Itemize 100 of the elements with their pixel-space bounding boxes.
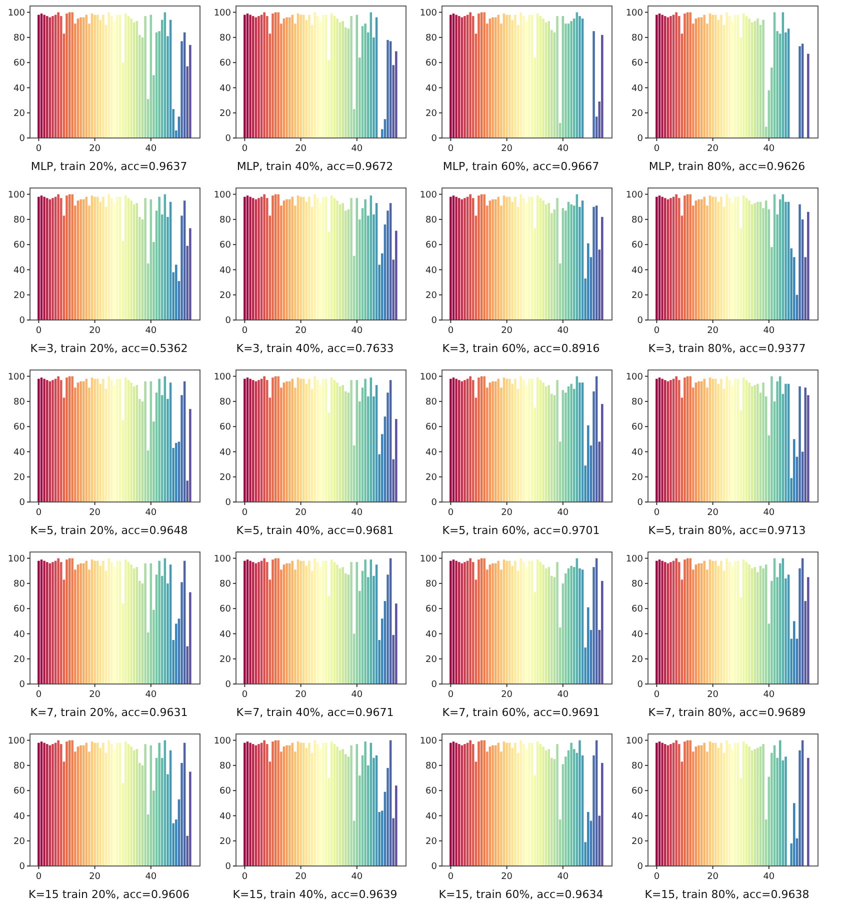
bar (726, 376, 728, 502)
x-tick-label: 20 (707, 508, 719, 518)
bar (364, 24, 366, 138)
bar (263, 558, 266, 684)
x-tick-label: 0 (36, 326, 42, 336)
x-tick-label: 0 (36, 690, 42, 700)
y-tick-label: 0 (431, 498, 438, 508)
x-axis-title: K=15 train 20%, acc=0.9606 (28, 888, 190, 901)
y-tick-label: 60 (426, 240, 438, 251)
bar (570, 204, 572, 320)
bar (684, 742, 686, 866)
bar (130, 18, 132, 138)
bar (350, 745, 352, 866)
bar (144, 198, 146, 320)
bar (564, 756, 567, 866)
bar (94, 742, 96, 866)
bar (336, 564, 338, 684)
x-axis-title: K=15, train 60%, acc=0.9634 (438, 888, 604, 901)
bar (286, 199, 288, 320)
y-tick-label: 60 (220, 58, 232, 69)
bar (656, 742, 658, 866)
bar (483, 376, 486, 502)
bar (314, 558, 316, 684)
bar (506, 378, 508, 502)
x-tick-label: 40 (145, 144, 157, 154)
x-tick-label: 20 (89, 508, 101, 518)
bar (542, 382, 544, 502)
y-tick-label: 20 (220, 473, 232, 484)
bar (80, 199, 82, 320)
bar (455, 560, 458, 684)
bar (661, 196, 664, 320)
bar (52, 562, 54, 684)
bar (564, 210, 567, 320)
y-tick-label: 40 (220, 630, 232, 640)
bar (130, 746, 132, 866)
y-tick-label: 80 (14, 398, 26, 408)
bar (308, 742, 310, 866)
bar (779, 376, 782, 502)
y-tick-label: 20 (426, 109, 438, 120)
bar (277, 558, 280, 684)
bar (116, 742, 118, 866)
bar (395, 419, 398, 502)
bar (689, 376, 692, 502)
y-tick-label: 100 (214, 190, 232, 200)
bar (102, 14, 104, 138)
bar (189, 44, 192, 138)
bar (728, 744, 731, 866)
bar (675, 376, 678, 502)
bar (175, 264, 178, 320)
y-tick-label: 80 (632, 216, 644, 226)
bar (258, 380, 260, 502)
bar (144, 16, 146, 138)
bar (314, 194, 316, 320)
bar (286, 17, 288, 138)
bar (455, 742, 458, 866)
y-tick-label: 0 (19, 134, 26, 144)
bar (258, 562, 260, 684)
bar (678, 380, 680, 502)
bar (330, 378, 333, 502)
bar (350, 380, 352, 502)
y-tick-label: 60 (14, 786, 26, 797)
bar (570, 21, 572, 138)
bar (528, 742, 530, 866)
y-tick-label: 60 (220, 422, 232, 433)
y-tick-label: 60 (426, 422, 438, 433)
y-tick-label: 100 (214, 8, 232, 18)
bar (244, 560, 246, 684)
y-tick-label: 100 (8, 372, 26, 382)
x-axis-title: K=5, train 40%, acc=0.9681 (236, 524, 394, 537)
bar (244, 742, 246, 866)
bar (108, 194, 110, 320)
bar (726, 558, 728, 684)
bar (450, 378, 452, 502)
bar (689, 558, 692, 684)
bar (66, 560, 68, 684)
y-tick-label: 60 (14, 240, 26, 251)
y-tick-label: 80 (220, 398, 232, 408)
x-tick-label: 0 (448, 690, 454, 700)
bar (684, 14, 686, 138)
y-tick-label: 40 (14, 812, 26, 822)
bar (570, 566, 572, 684)
bar (592, 206, 595, 320)
bar (189, 408, 192, 502)
bar (80, 17, 82, 138)
x-tick-label: 0 (242, 872, 248, 882)
x-axis-title: K=5, train 20%, acc=0.9648 (30, 524, 188, 537)
bar (110, 16, 113, 138)
bar (698, 17, 700, 138)
bar (322, 196, 324, 320)
bar (450, 196, 452, 320)
bar (656, 378, 658, 502)
bar (712, 196, 714, 320)
y-tick-label: 60 (632, 240, 644, 251)
bar (784, 756, 787, 866)
bar (158, 742, 160, 866)
bar (684, 560, 686, 684)
bar (712, 742, 714, 866)
y-tick-label: 40 (426, 266, 438, 276)
bar (322, 14, 324, 138)
bar (80, 381, 82, 502)
